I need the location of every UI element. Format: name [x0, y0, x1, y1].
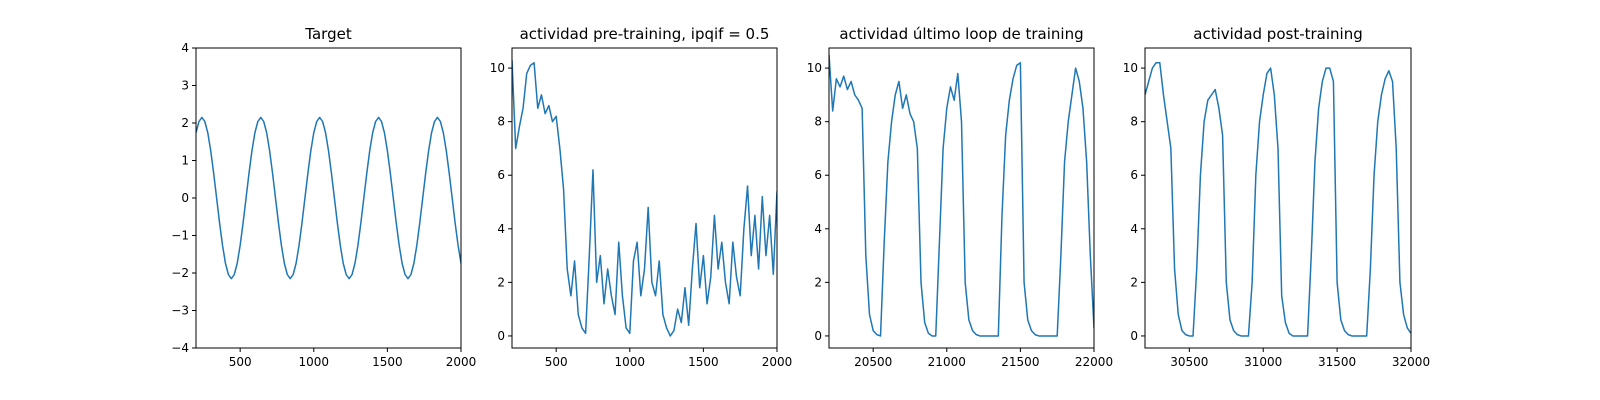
- y-tick-label: 6: [1130, 168, 1138, 182]
- subplot: 20500 21000 21500 22000 0 2 4 6 8 10 actividad últ…: [807, 25, 1113, 369]
- x-tick-label: 1000: [615, 355, 646, 369]
- x-tick-label: 2000: [446, 355, 477, 369]
- y-tick-label: 10: [490, 61, 505, 75]
- y-tick-label: 0: [1130, 329, 1138, 343]
- axes-frame: [195, 47, 462, 349]
- x-tick-label: 31500: [1318, 355, 1356, 369]
- y-tick-label: 8: [814, 115, 822, 129]
- y-tick-label: 2: [497, 275, 505, 289]
- subplot: 500 1000 1500 2000 −4 −3 −2 −1 0 1 2 3 4 Target: [171, 25, 476, 369]
- subplot-title: actividad pre-training, ipqif = 0.5: [520, 25, 770, 43]
- y-tick-label: 10: [807, 61, 822, 75]
- x-tick-label: 30500: [1170, 355, 1208, 369]
- y-tick-label: 8: [1130, 115, 1138, 129]
- y-tick-label: 0: [814, 329, 822, 343]
- data-line: [829, 54, 1094, 337]
- y-tick-label: 2: [1130, 275, 1138, 289]
- y-tick-label: 4: [1130, 222, 1138, 236]
- x-tick-label: 21000: [928, 355, 966, 369]
- y-tick-label: −2: [171, 266, 189, 280]
- axes-frame: [1144, 47, 1412, 349]
- y-tick-label: 6: [814, 168, 822, 182]
- data-line: [196, 116, 461, 280]
- y-tick-label: −3: [171, 304, 189, 318]
- subplot: 500 1000 1500 2000 0 2 4 6 8 10 actividad pre-trai…: [490, 25, 793, 369]
- y-tick-label: −4: [171, 341, 189, 355]
- x-tick-label: 1000: [299, 355, 330, 369]
- x-tick-label: 21500: [1001, 355, 1039, 369]
- y-tick-label: 4: [814, 222, 822, 236]
- x-tick-label: 500: [229, 355, 252, 369]
- x-tick-label: 1500: [372, 355, 403, 369]
- x-tick-label: 1500: [688, 355, 719, 369]
- y-tick-label: 6: [497, 168, 505, 182]
- subplot-title: Target: [304, 25, 352, 43]
- y-tick-label: 0: [497, 329, 505, 343]
- x-tick-label: 32000: [1392, 355, 1430, 369]
- y-tick-label: 8: [497, 115, 505, 129]
- y-tick-label: 2: [814, 275, 822, 289]
- y-tick-label: 1: [181, 154, 189, 168]
- data-line: [1145, 61, 1411, 337]
- x-tick-label: 500: [545, 355, 568, 369]
- x-tick-label: 2000: [762, 355, 793, 369]
- subplot-title: actividad último loop de training: [839, 25, 1083, 43]
- axes-frame: [828, 47, 1095, 349]
- y-tick-label: 2: [181, 116, 189, 130]
- data-line: [512, 60, 777, 337]
- y-tick-label: 4: [181, 41, 189, 55]
- y-tick-label: 0: [181, 191, 189, 205]
- y-tick-label: 3: [181, 79, 189, 93]
- subplot: 30500 31000 31500 32000 0 2 4 6 8 10 actividad pos…: [1123, 25, 1430, 369]
- subplot-title: actividad post-training: [1193, 25, 1362, 43]
- x-tick-label: 31000: [1244, 355, 1282, 369]
- y-tick-label: −1: [171, 229, 189, 243]
- x-tick-label: 20500: [854, 355, 892, 369]
- x-tick-label: 22000: [1075, 355, 1113, 369]
- axes-frame: [511, 47, 778, 349]
- y-tick-label: 10: [1123, 61, 1138, 75]
- y-tick-label: 4: [497, 222, 505, 236]
